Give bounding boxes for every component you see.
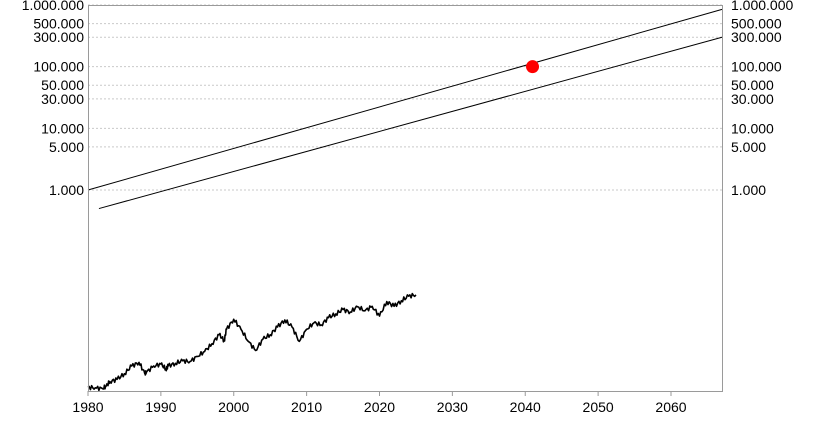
x-tick-5: 2030 bbox=[437, 399, 468, 415]
y-tick-right-5: 30.000 bbox=[731, 91, 774, 107]
channel-lines bbox=[87, 8, 723, 210]
upper-channel-line bbox=[87, 8, 723, 191]
y-tick-left-8: 1.000 bbox=[49, 182, 84, 198]
x-tick-0: 1980 bbox=[72, 399, 103, 415]
y-tick-left-5: 30.000 bbox=[41, 91, 84, 107]
price-line bbox=[87, 292, 417, 392]
target-marker-0 bbox=[526, 60, 540, 74]
y-tick-right-4: 50.000 bbox=[731, 77, 774, 93]
y-tick-left-7: 5.000 bbox=[49, 139, 84, 155]
y-tick-left-0: 1.000.000 bbox=[22, 0, 84, 13]
x-tick-1: 1990 bbox=[145, 399, 176, 415]
lower-channel-line bbox=[98, 36, 723, 210]
y-tick-right-8: 1.000 bbox=[731, 182, 766, 198]
gridlines bbox=[88, 4, 722, 191]
y-tick-left-2: 300.000 bbox=[33, 29, 84, 45]
x-tick-6: 2040 bbox=[510, 399, 541, 415]
markers bbox=[526, 60, 540, 74]
x-tick-7: 2050 bbox=[583, 399, 614, 415]
y-tick-right-3: 100.000 bbox=[731, 59, 782, 75]
y-tick-left-1: 500.000 bbox=[33, 16, 84, 32]
y-tick-right-7: 5.000 bbox=[731, 139, 766, 155]
y-tick-left-4: 50.000 bbox=[41, 77, 84, 93]
y-tick-right-6: 10.000 bbox=[731, 120, 774, 136]
y-tick-right-2: 300.000 bbox=[731, 29, 782, 45]
x-tick-2: 2000 bbox=[218, 399, 249, 415]
y-tick-left-3: 100.000 bbox=[33, 59, 84, 75]
plot-frame bbox=[88, 5, 723, 392]
x-tick-4: 2020 bbox=[364, 399, 395, 415]
y-tick-right-1: 500.000 bbox=[731, 16, 782, 32]
x-axis: 1980 1990 2000 2010 2020 2030 2040 2050 2060 bbox=[72, 391, 687, 415]
price-series bbox=[87, 292, 417, 392]
y-tick-left-6: 10.000 bbox=[41, 120, 84, 136]
x-tick-8: 2060 bbox=[655, 399, 686, 415]
y-tick-right-0: 1.000.000 bbox=[731, 0, 793, 13]
x-tick-3: 2010 bbox=[291, 399, 322, 415]
